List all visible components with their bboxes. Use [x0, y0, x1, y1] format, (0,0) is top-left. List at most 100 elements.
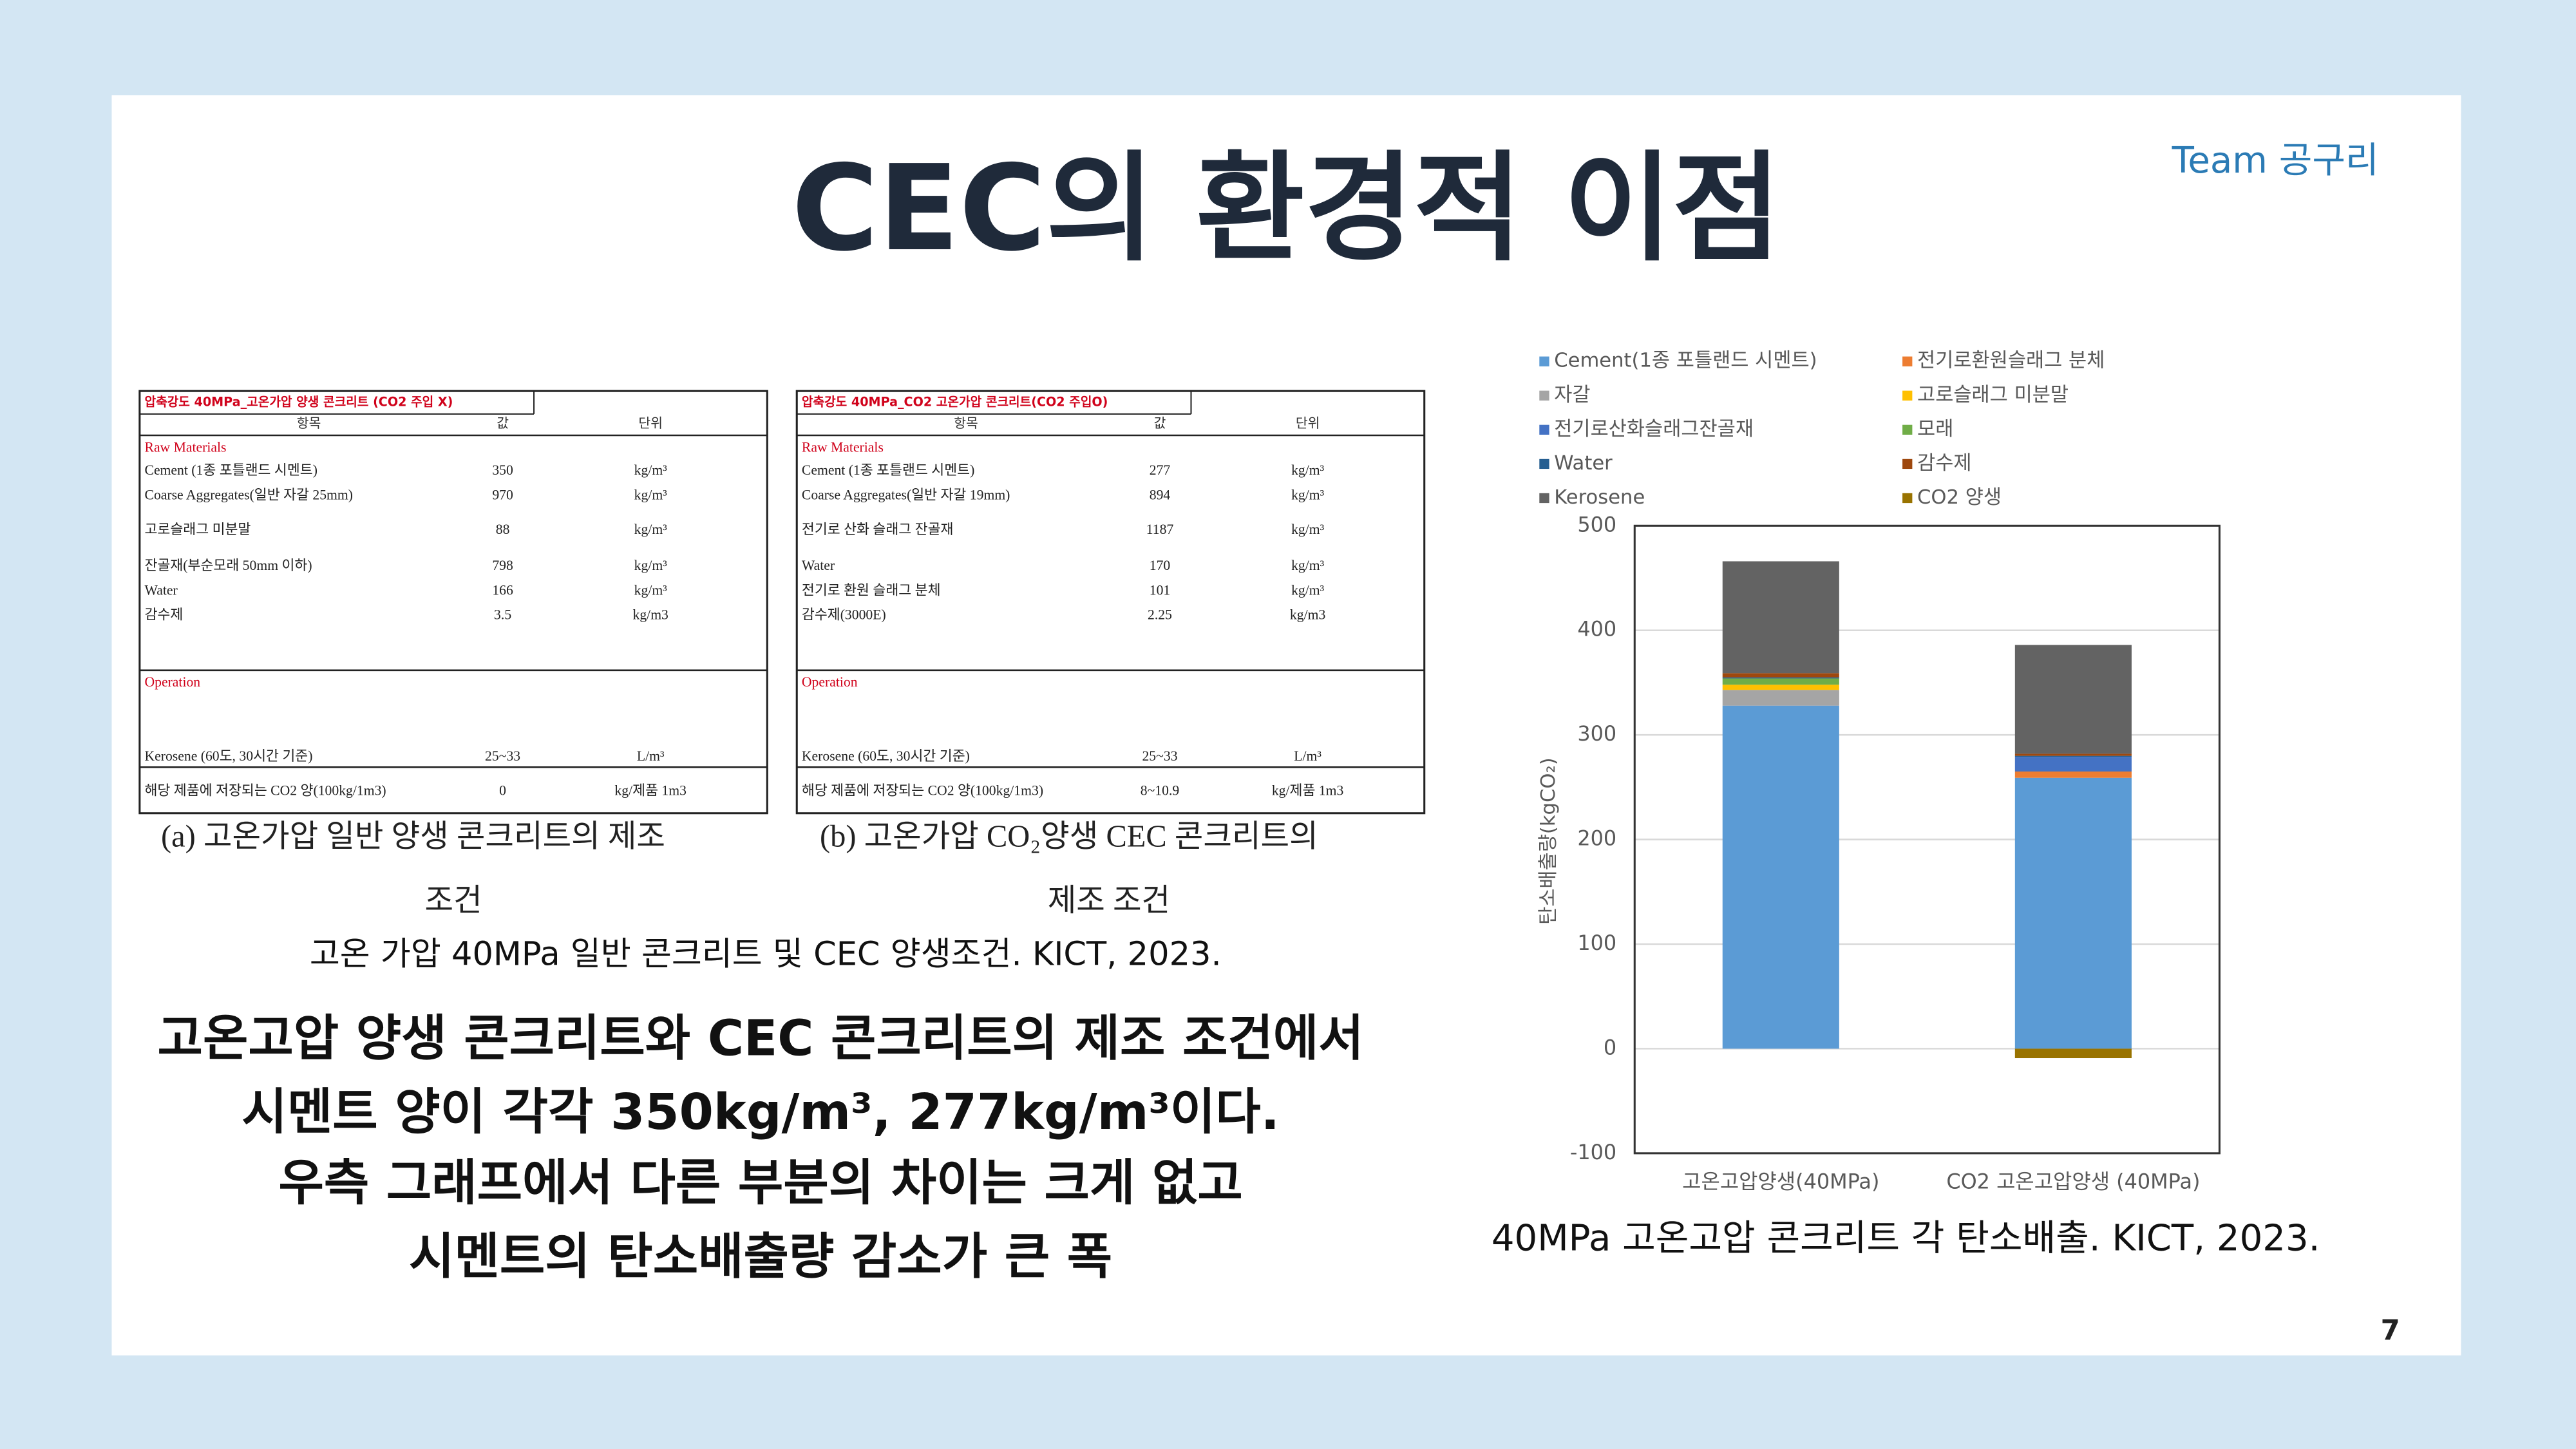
team-name: Team 공구리 [2172, 140, 2379, 182]
chart-source: 40MPa 고온고압 콘크리트 각 탄소배출. KICT, 2023. [1492, 1218, 2320, 1260]
table-header: 항목 [954, 415, 978, 431]
bar-segment [1722, 690, 1839, 706]
legend-swatch [1539, 493, 1549, 504]
table-cell: 350 [492, 462, 513, 478]
legend-label: CO2 양생 [1917, 486, 2002, 509]
table-cell: 970 [492, 487, 513, 502]
table-cell: 25~33 [485, 748, 520, 764]
table-header: 값 [497, 415, 509, 431]
legend-swatch [1902, 459, 1913, 469]
legend-label: Water [1554, 452, 1613, 475]
table-caption: 제조 조건 [1048, 884, 1170, 918]
table-cell: kg/m³ [1291, 462, 1325, 478]
table-cell: 감수제(3000E) [802, 607, 886, 623]
table-cell: 전기로 환원 슬래그 분체 [802, 582, 941, 598]
table-cell: Cement (1종 포틀랜드 시멘트) [802, 462, 974, 478]
legend-label: 자갈 [1554, 384, 1590, 406]
y-tick-label: 300 [1577, 721, 1616, 746]
page-number: 7 [2381, 1314, 2400, 1347]
legend-label: 감수제 [1917, 452, 1971, 475]
legend-label: Cement(1종 포틀랜드 시멘트) [1554, 350, 1817, 372]
table-cell: kg/m³ [634, 582, 668, 598]
y-axis-title: 탄소배출량(kgCO₂) [1537, 757, 1560, 925]
table-caption: (b) 고온가압 CO₂양생 CEC 콘크리트의 [820, 820, 1318, 854]
table-cell: 798 [492, 558, 513, 573]
table-cell: Coarse Aggregates(일반 자갈 25mm) [144, 487, 352, 502]
bar-segment [1722, 678, 1839, 685]
y-tick-label: 100 [1577, 931, 1616, 955]
bar-segment [2014, 755, 2132, 757]
table-cell: kg/m3 [1290, 607, 1325, 623]
bar-segment [2014, 757, 2132, 772]
x-tick-label: 고온고압양생(40MPa) [1682, 1170, 1879, 1194]
bar-segment [1722, 705, 1839, 1049]
table-cell: Kerosene (60도, 30시간 기준) [802, 748, 970, 764]
table-border [138, 390, 768, 815]
legend-label: Kerosene [1554, 486, 1645, 509]
table-cell: kg/m³ [1291, 522, 1325, 537]
legend-swatch [1539, 356, 1549, 366]
table-cell: 894 [1150, 487, 1171, 502]
table-cell: 1187 [1146, 522, 1174, 537]
table-cell: kg/m³ [1291, 558, 1325, 573]
table-border [795, 390, 1426, 815]
table-cell: 감수제 [144, 607, 183, 623]
bar-segment [2014, 753, 2132, 756]
table-cell: kg/m³ [634, 522, 668, 537]
table-title: 압축강도 40MPa_고온가압 양생 콘크리트 (CO2 주입 X) [144, 395, 453, 410]
table-cell: 0 [499, 783, 506, 799]
body-text: 고온고압 양생 콘크리트와 CEC 콘크리트의 제조 조건에서 [158, 1010, 1364, 1067]
legend-swatch [1539, 390, 1549, 401]
y-tick-label: 500 [1577, 512, 1616, 536]
table-cell: Water [802, 558, 835, 573]
y-tick-label: 0 [1604, 1035, 1616, 1059]
bar-segment [2014, 645, 2132, 754]
table-cell: 해당 제품에 저장되는 CO2 양(100kg/1m3) [802, 783, 1043, 799]
slide-title: CEC의 환경적 이점 [791, 140, 1781, 278]
table-cell: kg/m3 [633, 607, 668, 623]
legend-swatch [1902, 390, 1913, 401]
table-caption: 조건 [425, 884, 482, 918]
bar-segment [1722, 685, 1839, 690]
section-label: Operation [802, 674, 858, 690]
legend-swatch [1902, 356, 1913, 366]
table-cell: 166 [492, 582, 513, 598]
table-cell: kg/제품 1m3 [1272, 783, 1344, 799]
table-header: 값 [1154, 415, 1166, 431]
legend-label: 고로슬래그 미분말 [1917, 384, 2069, 406]
y-tick-label: -100 [1570, 1140, 1616, 1164]
body-text: 시멘트의 탄소배출량 감소가 큰 폭 [409, 1229, 1112, 1286]
table-cell: L/m³ [637, 748, 665, 764]
table-cell: kg/m³ [634, 487, 668, 502]
legend-swatch [1539, 459, 1549, 469]
x-tick-label: CO2 고온고압양생 (40MPa) [1946, 1170, 2200, 1194]
table-cell: 25~33 [1142, 748, 1177, 764]
table-cell: 88 [496, 522, 510, 537]
legend-label: 전기로산화슬래그잔골재 [1554, 418, 1754, 440]
legend-label: 모래 [1917, 418, 1953, 440]
legend-swatch [1902, 424, 1913, 435]
table-cell: 해당 제품에 저장되는 CO2 양(100kg/1m3) [144, 783, 386, 799]
y-tick-label: 200 [1577, 826, 1616, 851]
table-cell: 고로슬래그 미분말 [144, 522, 251, 537]
table-cell: kg/제품 1m3 [614, 783, 687, 799]
bar-segment [2014, 772, 2132, 778]
table-title: 압축강도 40MPa_CO2 고온가압 콘크리트(CO2 주입O) [802, 395, 1108, 410]
section-label: Operation [144, 674, 200, 690]
table-cell: Cement (1종 포틀랜드 시멘트) [144, 462, 317, 478]
bar-segment [2014, 777, 2132, 1049]
section-label: Raw Materials [802, 439, 884, 455]
table-cell: 2.25 [1148, 607, 1172, 623]
table-cell: 전기로 산화 슬래그 잔골재 [802, 522, 954, 537]
plot-border [1633, 524, 2221, 1155]
table-cell: Kerosene (60도, 30시간 기준) [144, 748, 312, 764]
table-cell: 101 [1150, 582, 1171, 598]
bar-segment [1722, 561, 1839, 674]
table-source: 고온 가압 40MPa 일반 콘크리트 및 CEC 양생조건. KICT, 20… [310, 936, 1222, 974]
y-tick-label: 400 [1577, 617, 1616, 641]
table-cell: 277 [1150, 462, 1171, 478]
bar-segment [1722, 673, 1839, 677]
table-cell: kg/m³ [1291, 487, 1325, 502]
